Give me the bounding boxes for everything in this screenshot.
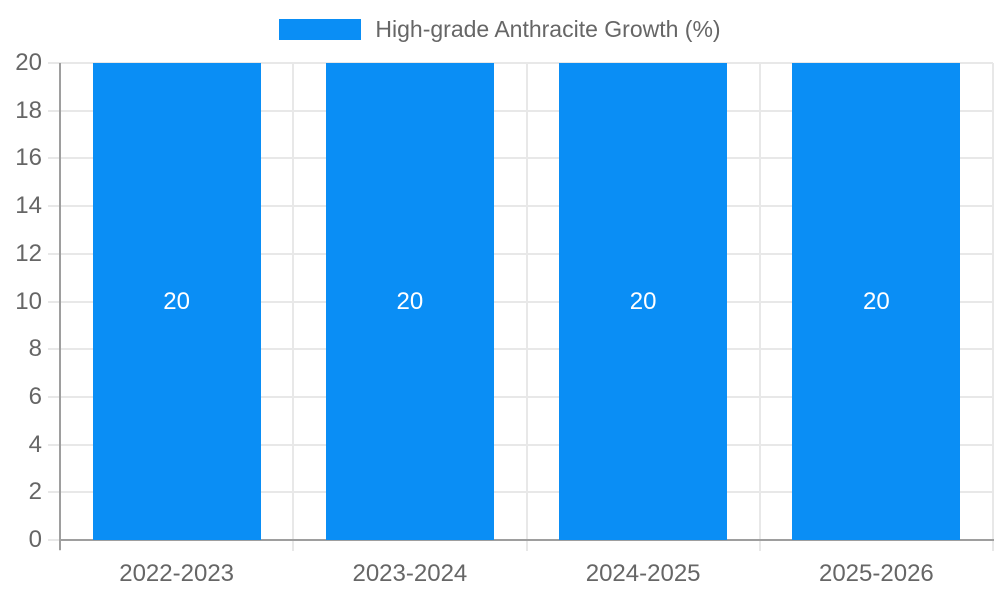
chart-legend: High-grade Anthracite Growth (%) xyxy=(0,16,1000,44)
x-axis-line xyxy=(59,539,994,541)
y-tick-label: 10 xyxy=(15,287,42,315)
bar[interactable] xyxy=(325,63,494,540)
x-axis-label: 2022-2023 xyxy=(119,560,235,587)
y-tick-mark xyxy=(48,539,60,541)
y-tick-label: 20 xyxy=(15,49,42,76)
x-gridline xyxy=(292,63,295,540)
y-tick-label: 18 xyxy=(15,96,42,124)
x-gridline xyxy=(758,63,761,540)
x-gridline xyxy=(525,63,528,540)
x-axis-label: 2024-2025 xyxy=(585,560,701,587)
legend-label: High-grade Anthracite Growth (%) xyxy=(375,16,721,42)
bar[interactable] xyxy=(559,63,728,540)
y-tick-mark xyxy=(48,109,60,112)
y-tick-label: 2 xyxy=(28,478,42,506)
y-tick-mark xyxy=(48,300,60,303)
y-tick-mark xyxy=(48,62,60,64)
x-axis-label: 2023-2024 xyxy=(352,560,468,587)
x-tick-mark xyxy=(525,540,528,551)
bar-value-label: 20 xyxy=(163,287,190,315)
y-tick-mark xyxy=(48,491,60,494)
x-axis-label: 2025-2026 xyxy=(818,560,934,587)
bar[interactable] xyxy=(792,63,961,540)
y-tick-mark xyxy=(48,443,60,446)
bar-value-label: 20 xyxy=(629,287,657,315)
x-gridline xyxy=(992,63,994,540)
y-tick-mark xyxy=(48,205,60,208)
bar-value-label: 20 xyxy=(863,287,890,315)
x-tick-mark xyxy=(292,540,295,551)
y-tick-mark xyxy=(48,252,60,255)
y-tick-mark xyxy=(48,348,60,351)
y-tick-label: 6 xyxy=(28,382,42,410)
y-tick-label: 14 xyxy=(15,192,42,220)
legend-item[interactable]: High-grade Anthracite Growth (%) xyxy=(279,16,721,44)
x-tick-mark xyxy=(758,540,761,551)
y-tick-label: 0 xyxy=(28,526,42,553)
bar[interactable] xyxy=(92,63,261,540)
bar-value-label: 20 xyxy=(396,287,424,315)
y-tick-label: 16 xyxy=(15,144,42,172)
x-tick-mark xyxy=(992,540,994,551)
y-tick-label: 4 xyxy=(28,430,42,458)
y-tick-label: 8 xyxy=(28,335,42,363)
legend-swatch xyxy=(279,19,362,41)
y-tick-label: 12 xyxy=(15,239,42,267)
y-tick-mark xyxy=(48,395,60,398)
y-axis-line xyxy=(59,63,61,550)
y-tick-mark xyxy=(48,157,60,160)
